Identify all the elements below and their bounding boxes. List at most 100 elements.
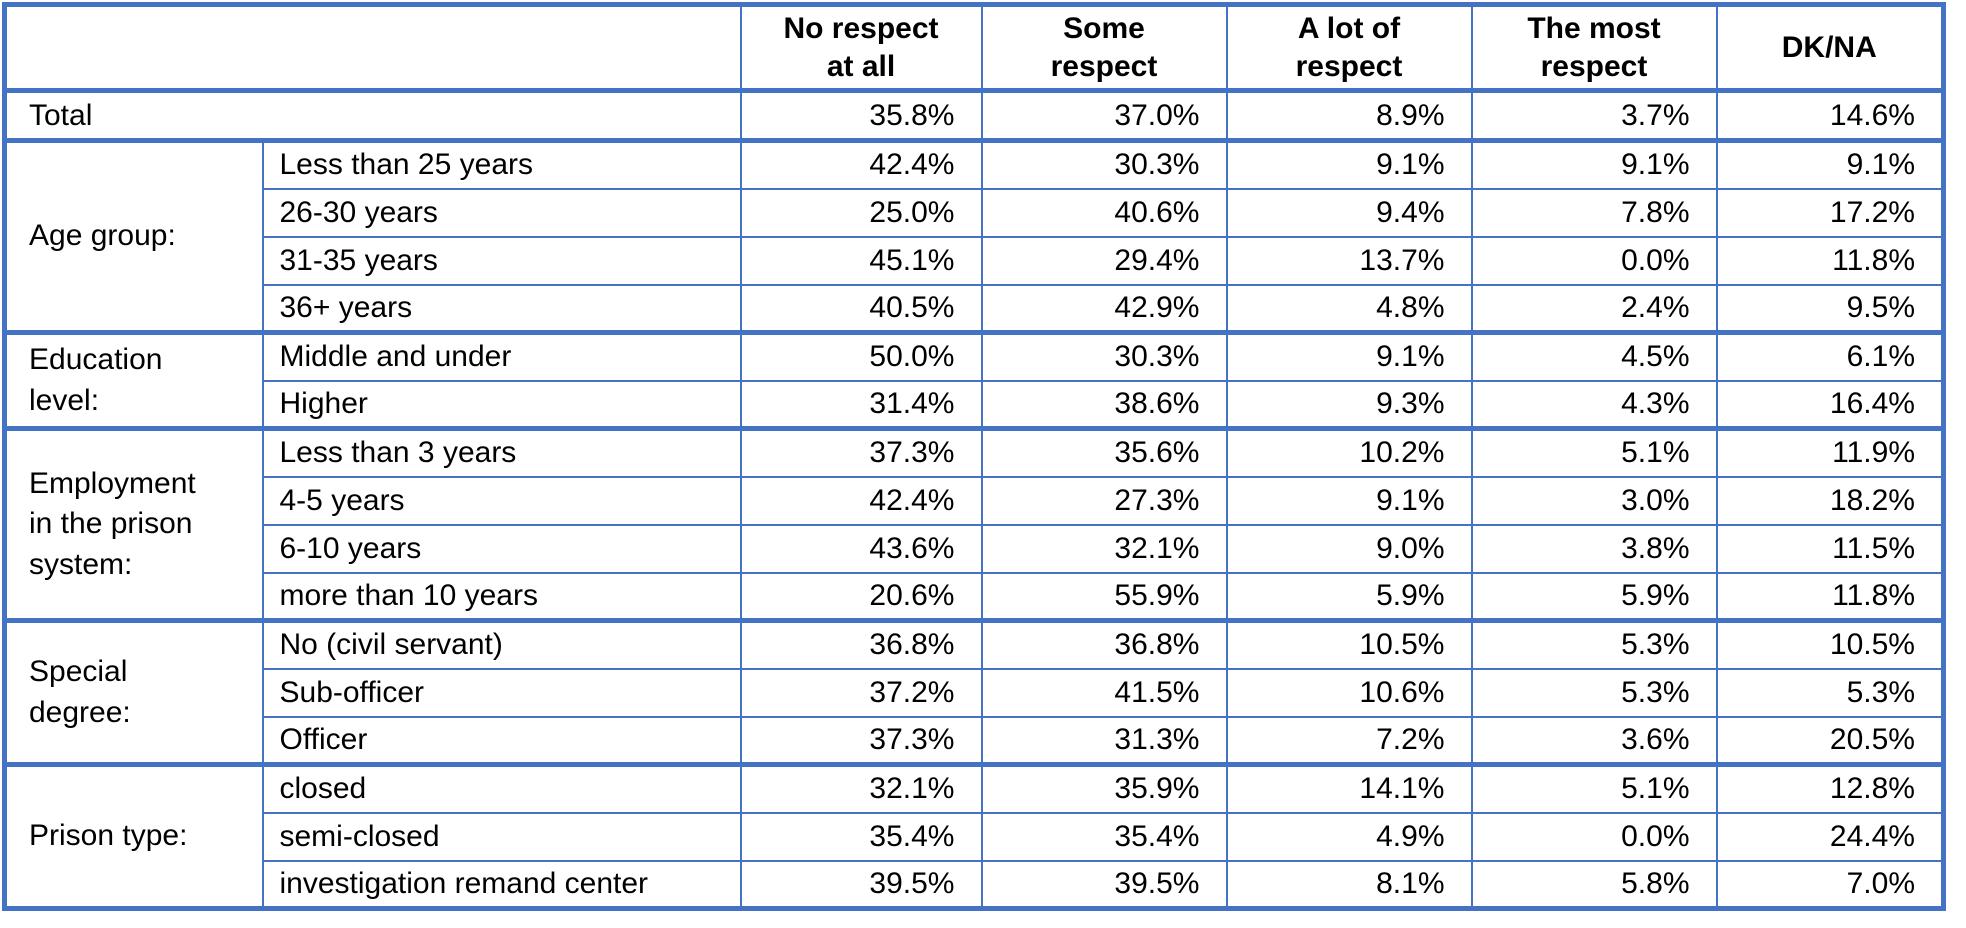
value-cell: 10.6% [1225, 667, 1473, 718]
value-cell: 14.6% [1715, 88, 1945, 142]
value-cell: 39.5% [739, 859, 983, 910]
value-cell: 9.1% [1715, 138, 1945, 190]
row-label-cell: 31-35 years [261, 235, 742, 286]
table-body: Total 35.8% 37.0% 8.9% 3.7% 14.6% Age group: Le… [3, 88, 1945, 910]
row-label-cell: Higher [261, 379, 742, 430]
table-row: 36+ years 40.5% 42.9% 4.8% 2.4% 9.5% [5, 283, 1945, 334]
value-cell: 41.5% [980, 667, 1228, 718]
value-cell: 30.3% [980, 330, 1228, 382]
group-label-cell: Age group: [3, 138, 264, 334]
column-header: The most respect [1470, 3, 1718, 93]
table-row: Special degree: No (civil servant) 36.8% 36.… [3, 618, 1945, 766]
value-cell: 10.2% [1225, 426, 1473, 478]
value-cell: 35.8% [739, 88, 983, 142]
group-label-line: degree: [29, 695, 131, 729]
value-cell: 5.3% [1470, 618, 1718, 670]
value-cell: 43.6% [739, 523, 983, 574]
table-row: Employment in the prison system: Less than … [3, 426, 1945, 622]
value-cell: 6.1% [1715, 330, 1945, 382]
row-label-cell: 26-30 years [261, 187, 742, 238]
value-cell: 0.0% [1470, 235, 1718, 286]
row-label-cell: more than 10 years [261, 571, 742, 622]
value-cell: 5.1% [1470, 762, 1718, 814]
column-header: No respect at all [739, 3, 983, 93]
row-label-cell: investigation remand center [261, 859, 742, 910]
group-label-cell: Prison type: [3, 762, 264, 910]
column-header: DK/NA [1715, 3, 1945, 93]
value-cell: 4.3% [1470, 379, 1718, 430]
value-cell: 13.7% [1225, 235, 1473, 286]
value-cell: 5.3% [1470, 667, 1718, 718]
value-cell: 10.5% [1715, 618, 1945, 670]
value-cell: 29.4% [980, 235, 1228, 286]
value-cell: 35.4% [980, 811, 1228, 862]
value-cell: 36.8% [980, 618, 1228, 670]
value-cell: 16.4% [1715, 379, 1945, 430]
column-header: A lot of respect [1225, 3, 1473, 93]
value-cell: 2.4% [1470, 283, 1718, 334]
value-cell: 20.6% [739, 571, 983, 622]
value-cell: 32.1% [980, 523, 1228, 574]
row-label-cell: closed [261, 762, 742, 814]
table-row: 31-35 years 45.1% 29.4% 13.7% 0.0% 11.8% [5, 235, 1945, 286]
value-cell: 9.1% [1225, 330, 1473, 382]
value-cell: 31.3% [980, 715, 1228, 766]
survey-results-table: No respect at all Some respect A lot of respe… [2, 2, 1946, 911]
value-cell: 37.3% [739, 426, 983, 478]
column-header-line: DK/NA [1781, 30, 1877, 64]
row-label-cell: 4-5 years [261, 475, 742, 526]
value-cell: 5.3% [1715, 667, 1945, 718]
value-cell: 14.1% [1225, 762, 1473, 814]
row-label-cell: Sub-officer [261, 667, 742, 718]
group-label-line: Age group: [29, 219, 176, 253]
value-cell: 4.9% [1225, 811, 1473, 862]
value-cell: 17.2% [1715, 187, 1945, 238]
group-label-line: Education [29, 343, 163, 376]
table-row: 6-10 years 43.6% 32.1% 9.0% 3.8% 11.5% [5, 523, 1945, 574]
value-cell: 40.6% [980, 187, 1228, 238]
group-label-cell: Education level: [3, 330, 264, 430]
value-cell: 7.8% [1470, 187, 1718, 238]
column-header-line: No respect [783, 12, 939, 45]
group-label-cell: Special degree: [3, 618, 264, 766]
group-label-line: Prison type: [29, 819, 188, 853]
header-row: No respect at all Some respect A lot of respe… [3, 3, 1945, 93]
value-cell: 9.1% [1470, 138, 1718, 190]
row-label-cell: 6-10 years [261, 523, 742, 574]
value-cell: 18.2% [1715, 475, 1945, 526]
value-cell: 5.9% [1225, 571, 1473, 622]
value-cell: 45.1% [739, 235, 983, 286]
value-cell: 24.4% [1715, 811, 1945, 862]
value-cell: 7.2% [1225, 715, 1473, 766]
value-cell: 5.8% [1470, 859, 1718, 910]
group-label-line: level: [29, 383, 100, 417]
column-header-line: respect [1050, 49, 1158, 83]
value-cell: 37.3% [739, 715, 983, 766]
value-cell: 42.4% [739, 475, 983, 526]
value-cell: 20.5% [1715, 715, 1945, 766]
value-cell: 35.9% [980, 762, 1228, 814]
value-cell: 35.6% [980, 426, 1228, 478]
value-cell: 4.8% [1225, 283, 1473, 334]
value-cell: 9.3% [1225, 379, 1473, 430]
value-cell: 3.0% [1470, 475, 1718, 526]
value-cell: 3.7% [1470, 88, 1718, 142]
group-label-cell: Employment in the prison system: [3, 426, 264, 622]
row-label-cell: No (civil servant) [261, 618, 742, 670]
value-cell: 3.8% [1470, 523, 1718, 574]
column-header-line: respect [1540, 49, 1648, 83]
header-corner-cell [3, 3, 742, 93]
value-cell: 10.5% [1225, 618, 1473, 670]
value-cell: 11.8% [1715, 235, 1945, 286]
value-cell: 9.5% [1715, 283, 1945, 334]
value-cell: 40.5% [739, 283, 983, 334]
row-label-cell: 36+ years [261, 283, 742, 334]
value-cell: 36.8% [739, 618, 983, 670]
table-header: No respect at all Some respect A lot of respe… [3, 3, 1945, 93]
value-cell: 31.4% [739, 379, 983, 430]
table-row: Higher 31.4% 38.6% 9.3% 4.3% 16.4% [5, 379, 1945, 430]
value-cell: 50.0% [739, 330, 983, 382]
value-cell: 7.0% [1715, 859, 1945, 910]
value-cell: 25.0% [739, 187, 983, 238]
value-cell: 11.8% [1715, 571, 1945, 622]
